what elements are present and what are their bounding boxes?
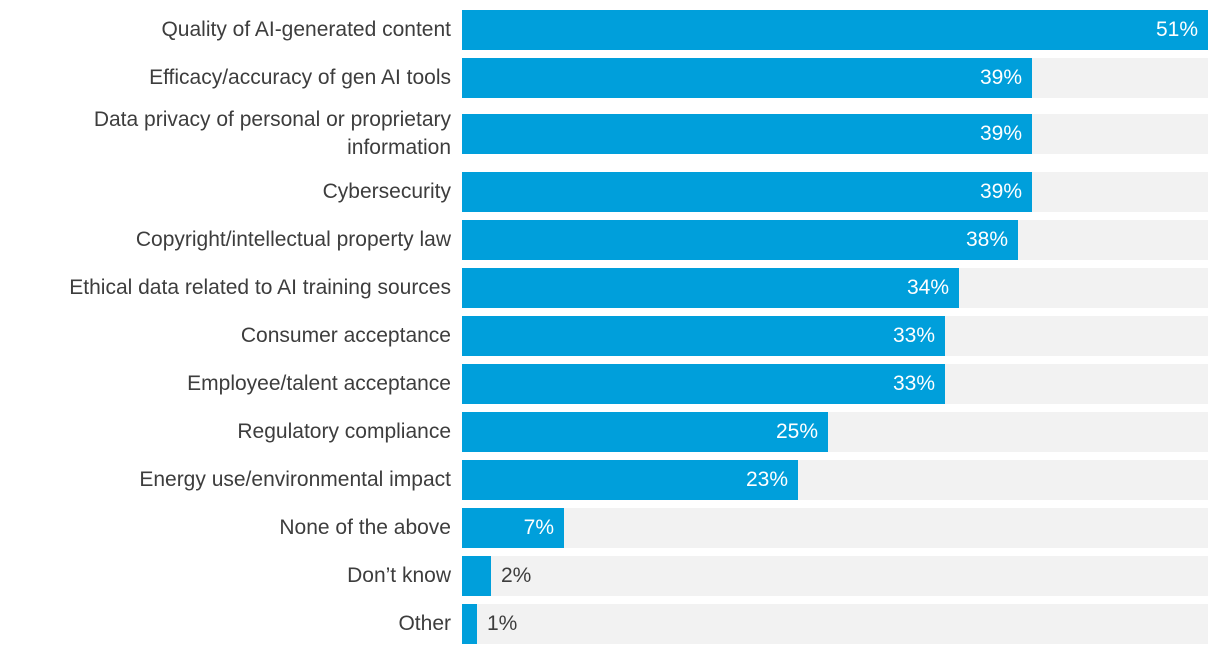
bar-track [462,508,1208,548]
category-label: Consumer acceptance [240,324,451,347]
category-label: Data privacy of personal or proprietary … [93,108,451,159]
bar [462,364,945,404]
bar [462,460,798,500]
category-label: Efficacy/accuracy of gen AI tools [149,66,451,89]
category-label: Regulatory compliance [237,420,451,443]
value-label: 23% [745,468,788,491]
bar [462,604,477,644]
bar [462,114,1032,154]
value-label: 38% [965,228,1008,251]
category-label: Employee/talent acceptance [187,372,451,395]
value-label: 7% [523,516,554,539]
category-label: Copyright/intellectual property law [135,228,451,251]
bar-track [462,604,1208,644]
value-label: 25% [775,420,818,443]
category-label: Quality of AI-generated content [161,18,451,41]
category-label: Don’t know [347,564,451,587]
bar [462,58,1032,98]
value-label: 34% [906,276,949,299]
category-label: Other [398,612,451,635]
value-label: 39% [979,122,1022,145]
value-label: 2% [501,564,532,587]
value-label: 39% [979,180,1022,203]
bar-track [462,556,1208,596]
bar [462,172,1032,212]
bar [462,556,491,596]
value-label: 51% [1155,18,1198,41]
bar [462,316,945,356]
category-label: Ethical data related to AI training sour… [69,276,451,299]
bar [462,268,959,308]
bar [462,412,828,452]
bar [462,508,564,548]
category-label: None of the above [279,516,451,539]
value-label: 33% [892,372,935,395]
category-label: Energy use/environmental impact [139,468,451,491]
value-label: 1% [487,612,518,635]
value-label: 33% [892,324,935,347]
value-label: 39% [979,66,1022,89]
category-label: Cybersecurity [322,180,451,203]
bar [462,220,1018,260]
bar [462,10,1208,50]
